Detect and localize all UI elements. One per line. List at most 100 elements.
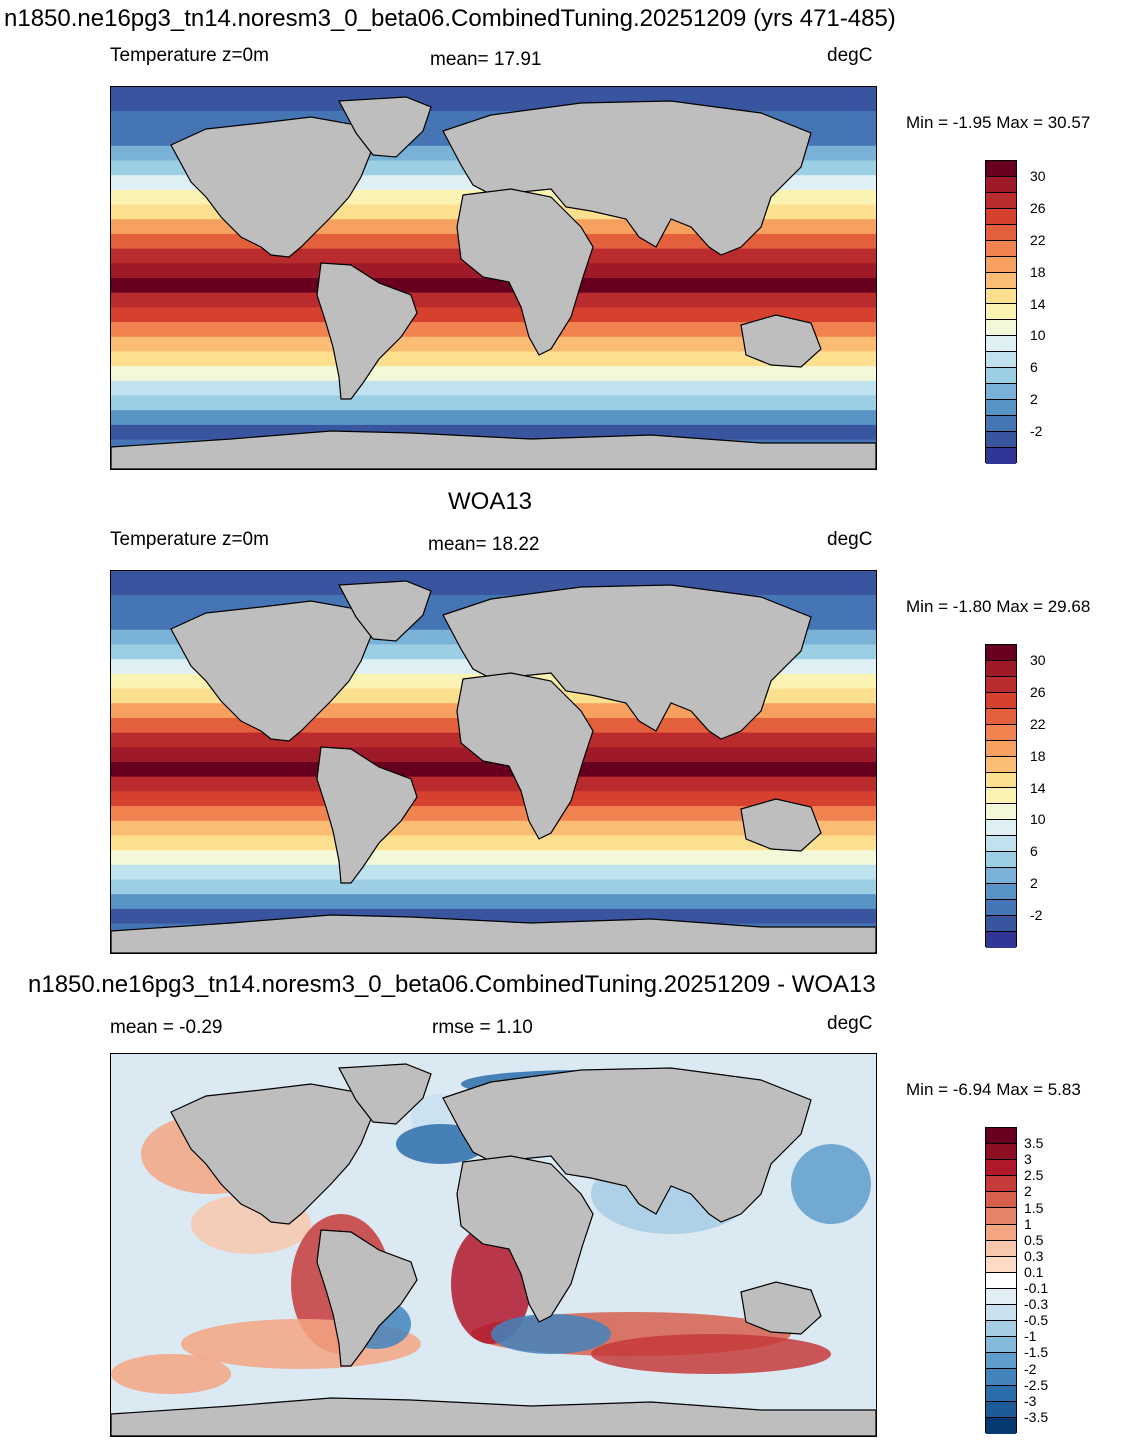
colorbar-swatch (986, 288, 1016, 305)
colorbar-swatch (986, 788, 1016, 805)
colorbar-swatch (986, 1256, 1016, 1273)
colorbar-swatch (986, 416, 1016, 432)
sst-band (111, 835, 876, 852)
land-mass (316, 262, 418, 400)
colorbar-tick-label: 14 (1030, 779, 1046, 796)
panel2-mean-label: mean= 18.22 (428, 534, 540, 555)
panel1-mean-label: mean= 17.91 (430, 49, 542, 70)
colorbar-swatch (986, 161, 1016, 177)
colorbar-tick-label: -1 (1024, 1328, 1037, 1345)
colorbar-swatch (986, 1208, 1016, 1225)
land-mass (456, 1155, 594, 1323)
colorbar-swatch (986, 772, 1016, 789)
colorbar-swatch (986, 272, 1016, 289)
panel2-map (110, 570, 877, 954)
colorbar-swatch (986, 1224, 1016, 1241)
panel2-colorbar (985, 644, 1017, 948)
anomaly-region (491, 1314, 611, 1354)
arctic-ice (111, 571, 876, 595)
land-mass (740, 1281, 822, 1335)
colorbar-swatch (986, 708, 1016, 725)
colorbar-swatch (986, 431, 1016, 448)
sst-band (111, 322, 876, 338)
panel2-units-label: degC (827, 529, 873, 550)
land-mass (456, 672, 594, 840)
colorbar-tick-label: -1.5 (1024, 1344, 1049, 1361)
colorbar-tick-label: -2 (1024, 1360, 1037, 1377)
land-mass (170, 1083, 374, 1225)
land-mass (740, 798, 822, 852)
panel1-title: n1850.ne16pg3_tn14.noresm3_0_beta06.Comb… (4, 5, 896, 32)
colorbar-swatch (986, 660, 1016, 677)
colorbar-tick-label: 3 (1024, 1151, 1032, 1168)
land-mass (338, 580, 432, 642)
colorbar-tick-label: 14 (1030, 295, 1046, 312)
colorbar-swatch (986, 645, 1016, 661)
sst-band (111, 820, 876, 837)
colorbar-swatch (986, 400, 1016, 416)
panel1-units-label: degC (827, 45, 873, 66)
colorbar-swatch (986, 1321, 1016, 1338)
colorbar-swatch (986, 304, 1016, 321)
colorbar-tick-label: 1 (1024, 1215, 1032, 1232)
colorbar-swatch (986, 692, 1016, 709)
colorbar-swatch (986, 1144, 1016, 1161)
colorbar-tick-label: 10 (1030, 811, 1046, 828)
sst-band (111, 366, 876, 382)
colorbar-tick-label: 6 (1030, 843, 1038, 860)
colorbar-swatch (986, 868, 1016, 885)
colorbar-tick-label: 0.5 (1024, 1231, 1044, 1248)
colorbar-swatch (986, 336, 1016, 353)
sst-band (111, 395, 876, 412)
sst-band (111, 791, 876, 808)
colorbar-swatch (986, 384, 1016, 401)
sst-band (111, 307, 876, 324)
panel3-rmse-label: rmse = 1.10 (432, 1017, 533, 1038)
colorbar-swatch (986, 352, 1016, 369)
colorbar-tick-label: 1.5 (1024, 1199, 1044, 1216)
colorbar-swatch (986, 1369, 1016, 1386)
colorbar-swatch (986, 1192, 1016, 1209)
colorbar-tick-label: -3.5 (1024, 1408, 1049, 1425)
land-mass (111, 430, 876, 469)
colorbar-tick-label: 18 (1030, 263, 1046, 280)
land-mass (170, 600, 374, 742)
colorbar-tick-label: 2 (1030, 875, 1038, 892)
sst-band (111, 894, 876, 910)
panel3-units-label: degC (827, 1013, 873, 1034)
colorbar-swatch (986, 756, 1016, 773)
land-mass (740, 314, 822, 368)
colorbar-swatch (986, 368, 1016, 385)
sst-band (111, 351, 876, 368)
colorbar-swatch (986, 1305, 1016, 1322)
colorbar-swatch (986, 820, 1016, 837)
colorbar-swatch (986, 256, 1016, 273)
anomaly-region (111, 1354, 231, 1394)
colorbar-swatch (986, 931, 1016, 948)
colorbar-swatch (986, 1353, 1016, 1370)
colorbar-swatch (986, 724, 1016, 741)
colorbar-swatch (986, 1401, 1016, 1418)
sst-band (111, 879, 876, 896)
colorbar-swatch (986, 224, 1016, 241)
colorbar-swatch (986, 1288, 1016, 1306)
colorbar-swatch (986, 804, 1016, 821)
colorbar-swatch (986, 900, 1016, 916)
colorbar-tick-label: 30 (1030, 167, 1046, 184)
colorbar-swatch (986, 836, 1016, 853)
colorbar-swatch (986, 447, 1016, 464)
colorbar-tick-label: -0.5 (1024, 1312, 1049, 1329)
anomaly-region (791, 1144, 871, 1224)
colorbar-tick-label: 22 (1030, 715, 1046, 732)
colorbar-tick-label: 26 (1030, 199, 1046, 216)
panel1-map (110, 86, 877, 470)
colorbar-tick-label: -0.1 (1024, 1280, 1049, 1297)
colorbar-tick-label: 2.5 (1024, 1167, 1044, 1184)
colorbar-swatch (986, 1176, 1016, 1193)
colorbar-swatch (986, 192, 1016, 209)
colorbar-tick-label: 18 (1030, 747, 1046, 764)
sst-band (111, 278, 876, 294)
colorbar-tick-label: 22 (1030, 231, 1046, 248)
arctic-ice (111, 87, 876, 111)
panel1-variable-label: Temperature z=0m (110, 45, 269, 66)
